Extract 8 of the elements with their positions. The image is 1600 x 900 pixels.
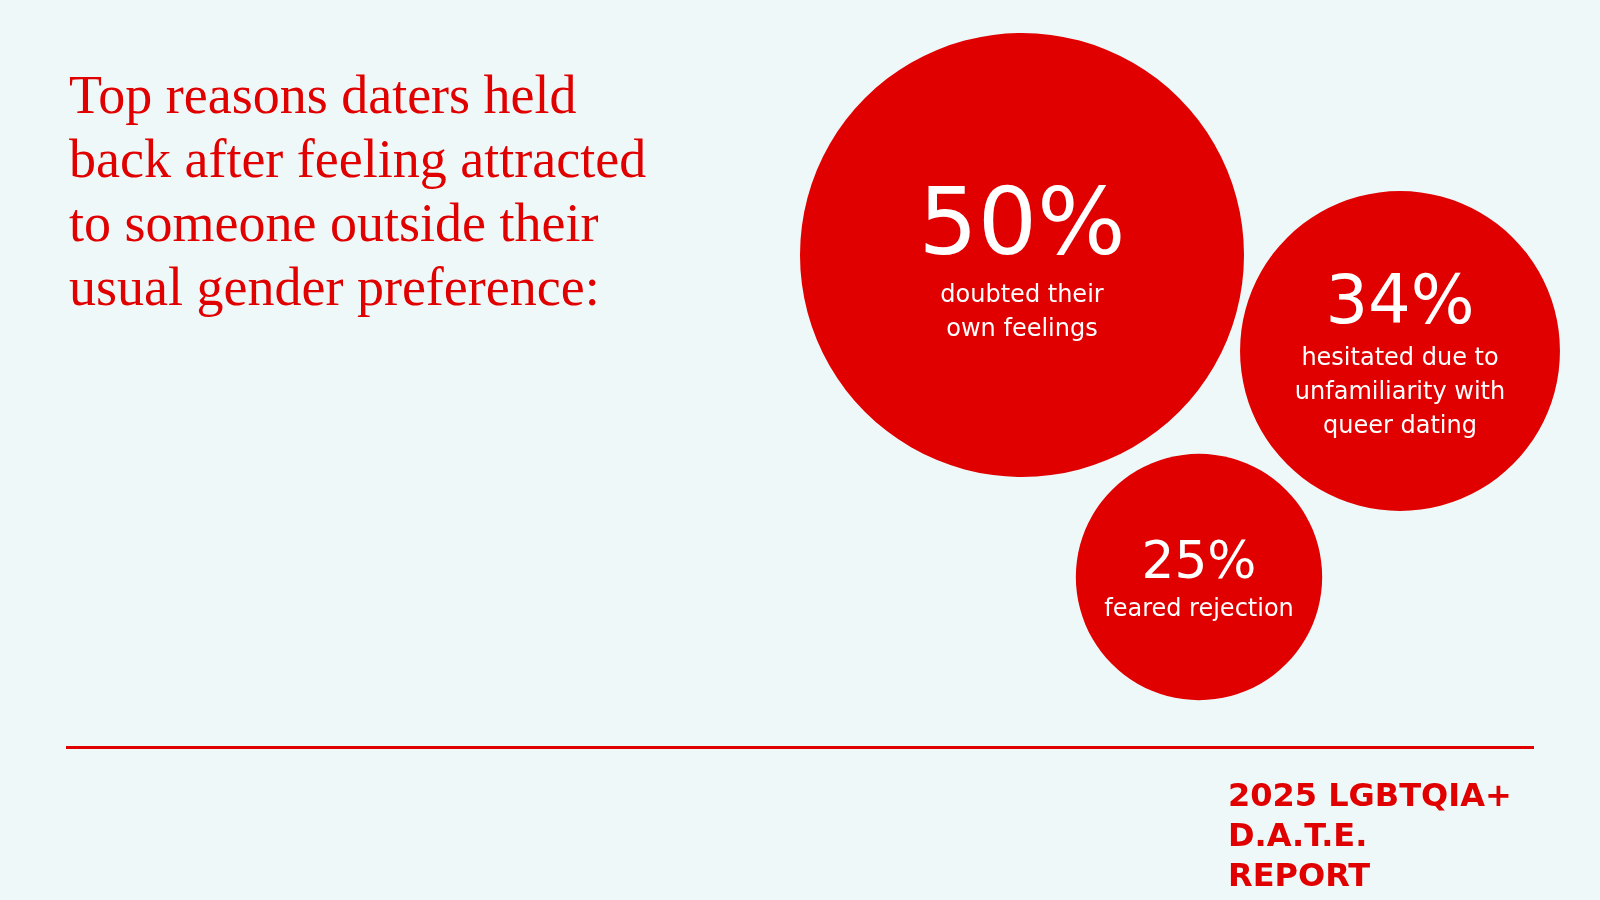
category-label: doubted their own feelings — [940, 279, 1104, 342]
category-label: hesitated due to unfamiliarity with queer dating — [1294, 342, 1506, 439]
data-label: 50% — [918, 166, 1126, 276]
text: Top reasons daters held back after feeling attracted to someone outside their usual gender preference: — [69, 65, 647, 317]
text: 2025 LGBTQIA+ D.A.T.E. REPORT — [1228, 776, 1512, 894]
data-label: 25% — [1141, 530, 1257, 590]
category-label: feared rejection — [1104, 593, 1294, 622]
data-label: 34% — [1325, 261, 1475, 339]
